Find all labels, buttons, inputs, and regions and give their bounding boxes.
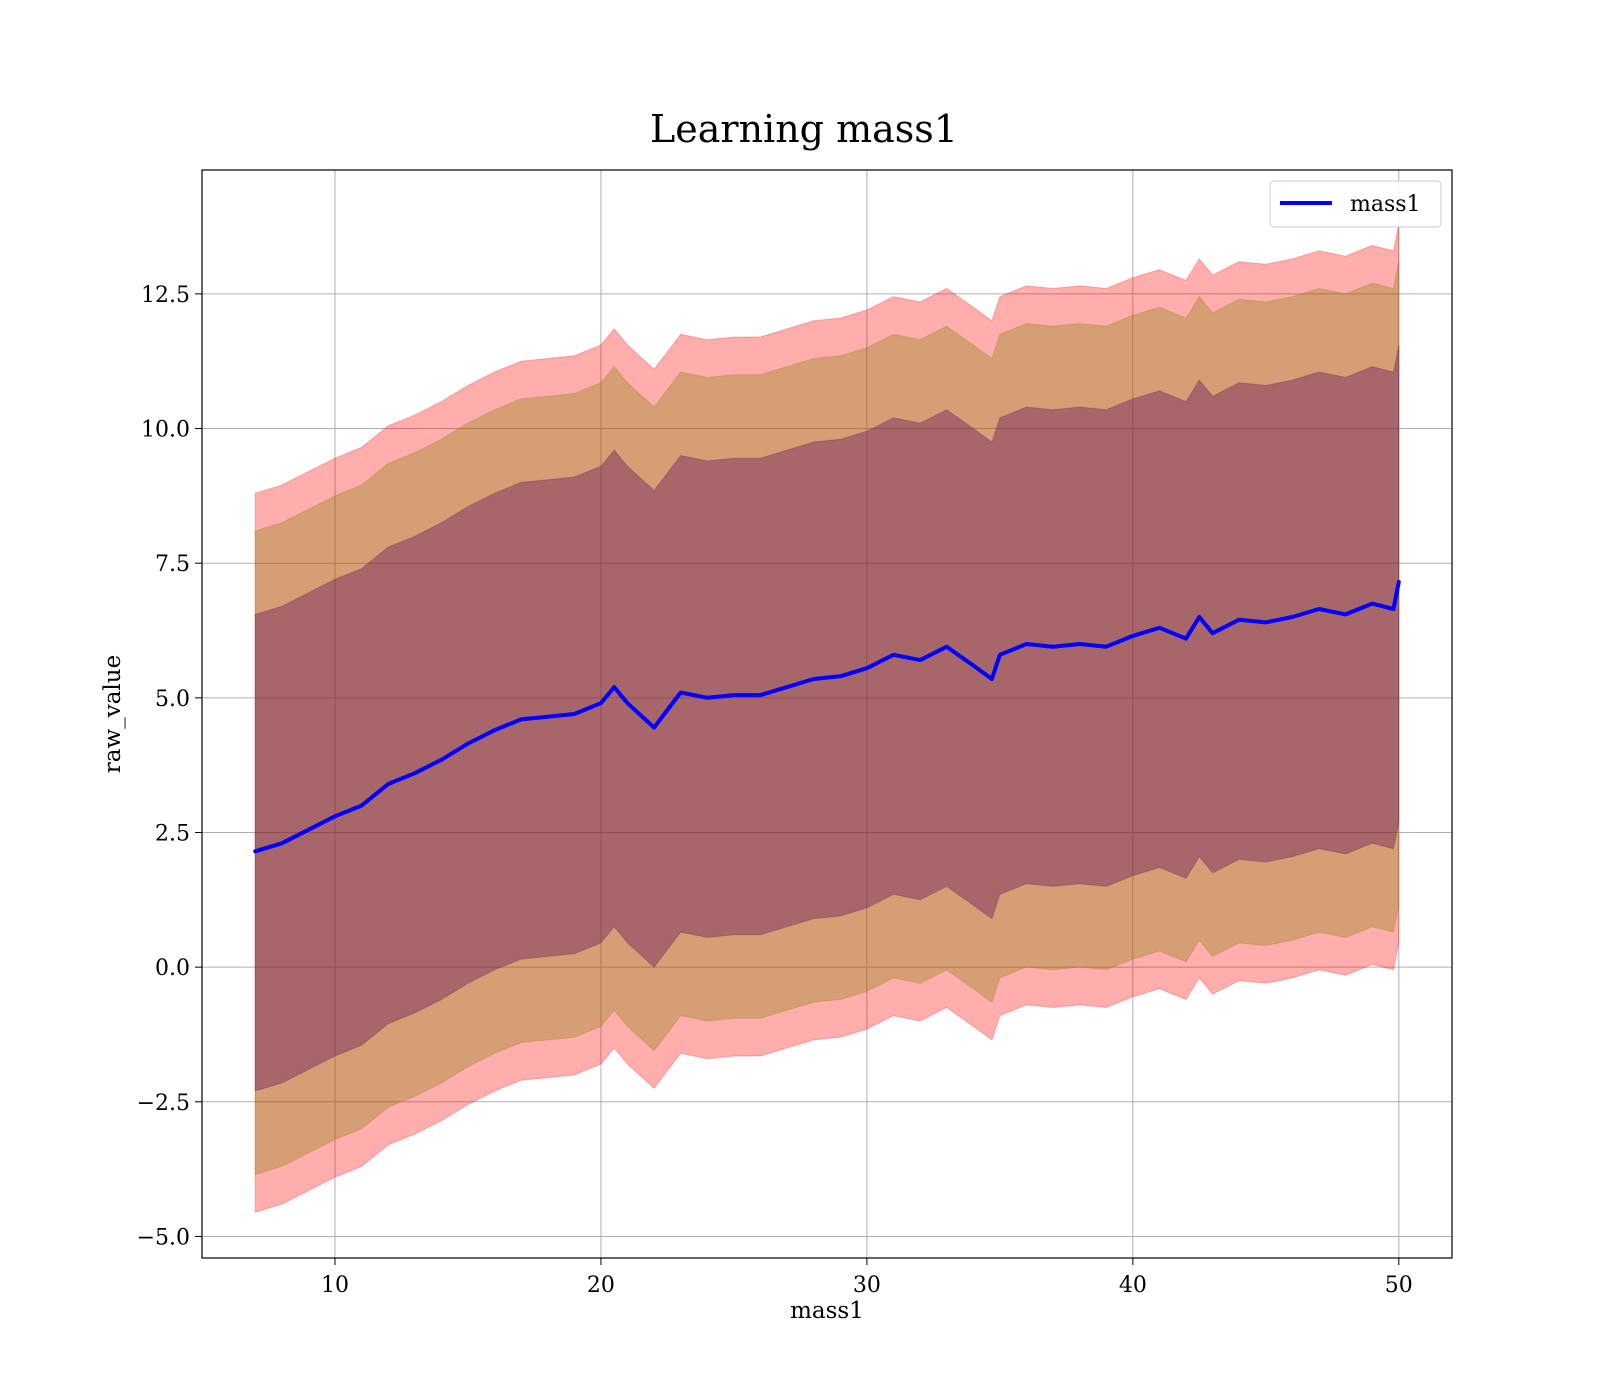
chart-title: Learning mass1 <box>650 107 958 151</box>
grid <box>202 170 1452 1258</box>
y-tick-label: 5.0 <box>155 687 190 712</box>
plot-frame <box>201 169 1453 1259</box>
y-tick-label: 2.5 <box>155 821 190 846</box>
series-lines <box>253 580 1401 854</box>
y-tick-label: −2.5 <box>137 1091 190 1116</box>
y-tick-label: 7.5 <box>155 552 190 577</box>
x-tick-label: 40 <box>1119 1273 1147 1298</box>
y-axis-label: raw_value <box>100 655 126 773</box>
x-tick-label: 10 <box>321 1273 349 1298</box>
y-tick-label: 10.0 <box>141 418 190 443</box>
legend: mass1 <box>1269 180 1442 228</box>
y-tick-label: 12.5 <box>141 283 190 308</box>
axis-ticks: 10 20 30 40 50 −5.0 −2.5 0.0 2.5 5.0 7.5 10.0 12.5 <box>137 283 1413 1298</box>
band-middle <box>254 261 1400 1176</box>
y-tick-label: −5.0 <box>137 1225 190 1250</box>
legend-box <box>1269 180 1442 228</box>
band-outer <box>254 223 1400 1213</box>
band-inner <box>254 344 1400 1092</box>
confidence-bands <box>254 223 1400 1213</box>
series-line-mass1 <box>253 580 1401 854</box>
x-tick-label: 20 <box>587 1273 615 1298</box>
legend-label-mass1: mass1 <box>1350 192 1421 217</box>
y-tick-label: 0.0 <box>155 956 190 981</box>
x-tick-label: 50 <box>1385 1273 1413 1298</box>
x-axis-label: mass1 <box>790 1298 864 1324</box>
x-tick-label: 30 <box>853 1273 881 1298</box>
